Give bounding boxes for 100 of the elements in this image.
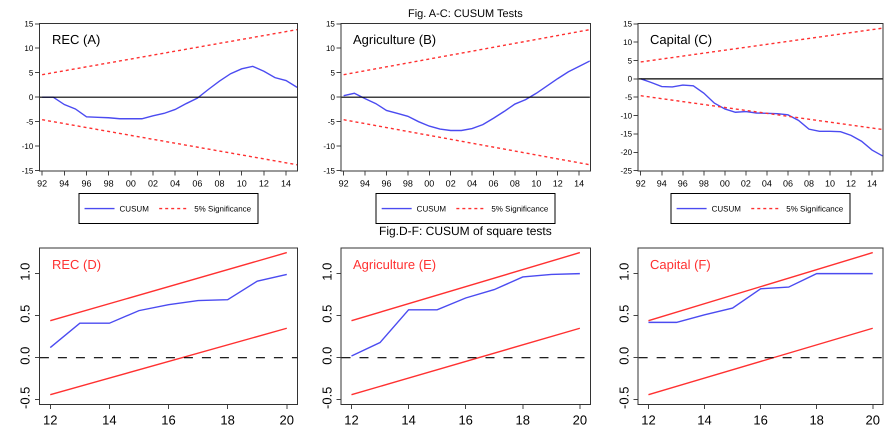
y-tick-label: 0 bbox=[28, 93, 34, 102]
x-tick-label: 96 bbox=[678, 178, 688, 188]
legend-label: CUSUM bbox=[416, 204, 446, 214]
y-tick-label: -15 bbox=[323, 166, 336, 176]
x-tick-label: 92 bbox=[338, 178, 349, 188]
y-tick-label: 15 bbox=[24, 20, 34, 29]
x-tick-label: 06 bbox=[782, 178, 793, 188]
x-tick-label: 92 bbox=[636, 178, 646, 188]
x-tick-label: 12 bbox=[846, 178, 856, 188]
x-tick-label: 14 bbox=[697, 412, 712, 428]
x-tick-label: 92 bbox=[37, 178, 48, 188]
y-tick-label: 0.0 bbox=[18, 346, 33, 365]
y-tick-label: -15 bbox=[620, 130, 633, 139]
annotation: Agriculture (E) bbox=[353, 257, 436, 272]
y-tick-label: 0 bbox=[330, 93, 336, 102]
x-tick-label: 12 bbox=[552, 178, 563, 188]
x-tick-label: 18 bbox=[809, 412, 824, 428]
legend-label: 5% Significance bbox=[491, 204, 549, 214]
legend-label: CUSUM bbox=[120, 204, 150, 214]
line-series bbox=[350, 272, 581, 357]
y-tick-label: 5 bbox=[28, 68, 34, 78]
x-tick-label: 16 bbox=[753, 412, 768, 428]
x-tick-label: 06 bbox=[192, 178, 202, 188]
x-tick-label: 12 bbox=[344, 412, 359, 428]
annotation: Capital (F) bbox=[650, 257, 711, 272]
x-tick-label: 00 bbox=[720, 178, 730, 188]
line-series bbox=[640, 78, 883, 157]
x-tick-label: 94 bbox=[656, 178, 667, 188]
x-tick-label: 12 bbox=[258, 178, 269, 188]
y-tick-label: 15 bbox=[326, 20, 336, 29]
y-tick-label: 0.0 bbox=[319, 346, 334, 365]
y-tick-label: 0.5 bbox=[319, 304, 334, 323]
y-tick-label: 0 bbox=[628, 74, 633, 84]
x-tick-label: 00 bbox=[126, 178, 136, 188]
x-tick-label: 12 bbox=[43, 412, 58, 428]
x-tick-label: 08 bbox=[804, 178, 814, 188]
y-tick-label: -0.5 bbox=[319, 386, 334, 409]
legend-label: 5% Significance bbox=[786, 204, 844, 214]
x-tick-label: 04 bbox=[170, 178, 180, 188]
y-tick-label: 10 bbox=[326, 44, 336, 54]
x-tick-label: 10 bbox=[824, 178, 835, 188]
line-series bbox=[50, 274, 288, 348]
y-tick-label: -10 bbox=[620, 111, 633, 120]
legend-label: 5% Significance bbox=[194, 204, 252, 214]
x-tick-label: 16 bbox=[161, 412, 176, 428]
y-tick-label: 5 bbox=[628, 56, 633, 66]
x-tick-label: 10 bbox=[531, 178, 542, 188]
x-tick-label: 04 bbox=[467, 178, 478, 188]
x-tick-label: 18 bbox=[220, 412, 235, 428]
x-tick-label: 08 bbox=[214, 178, 225, 188]
annotation: Agriculture (B) bbox=[353, 32, 436, 47]
x-tick-label: 04 bbox=[762, 178, 772, 188]
x-tick-label: 96 bbox=[381, 178, 392, 188]
y-tick-label: -0.5 bbox=[616, 386, 632, 409]
y-tick-label: 5 bbox=[330, 68, 336, 78]
x-tick-label: 98 bbox=[698, 178, 709, 188]
y-tick-label: 0.5 bbox=[616, 304, 632, 323]
y-tick-label: 1.0 bbox=[319, 262, 334, 281]
y-tick-label: -5 bbox=[328, 117, 336, 126]
x-tick-label: 14 bbox=[281, 178, 292, 188]
x-tick-label: 16 bbox=[458, 412, 473, 428]
x-tick-label: 06 bbox=[488, 178, 499, 188]
y-tick-label: -10 bbox=[22, 142, 34, 151]
y-tick-label: -5 bbox=[26, 117, 34, 126]
x-tick-label: 02 bbox=[446, 178, 456, 188]
x-tick-label: 10 bbox=[236, 178, 247, 188]
line-series bbox=[342, 60, 590, 132]
line-series bbox=[648, 272, 874, 324]
annotation: REC (D) bbox=[52, 257, 102, 272]
x-tick-label: 02 bbox=[148, 178, 158, 188]
y-tick-label: 0.5 bbox=[18, 304, 33, 323]
x-tick-label: 98 bbox=[104, 178, 114, 188]
x-tick-label: 14 bbox=[102, 412, 117, 428]
x-tick-label: 20 bbox=[572, 412, 588, 428]
y-tick-label: -5 bbox=[624, 93, 633, 102]
x-tick-label: 96 bbox=[81, 178, 92, 188]
y-tick-label: 0.0 bbox=[616, 346, 632, 365]
x-tick-label: 94 bbox=[360, 178, 370, 188]
x-tick-label: 02 bbox=[740, 178, 751, 188]
legend-label: CUSUM bbox=[712, 204, 742, 214]
annotation: REC (A) bbox=[52, 32, 100, 47]
y-tick-label: -0.5 bbox=[18, 386, 33, 409]
x-tick-label: 18 bbox=[516, 412, 530, 428]
chart-title: Fig. A-C: CUSUM Tests bbox=[408, 8, 524, 20]
x-tick-label: 14 bbox=[401, 412, 416, 428]
y-tick-label: 1.0 bbox=[616, 262, 632, 281]
y-tick-label: -15 bbox=[22, 166, 34, 176]
y-tick-label: -25 bbox=[620, 166, 633, 176]
y-tick-label: 15 bbox=[623, 20, 633, 29]
x-tick-label: 08 bbox=[510, 178, 520, 188]
x-tick-label: 98 bbox=[402, 178, 413, 188]
x-tick-label: 14 bbox=[574, 178, 584, 188]
y-tick-label: -20 bbox=[620, 148, 633, 158]
x-tick-label: 12 bbox=[641, 412, 656, 428]
y-tick-label: 10 bbox=[24, 44, 34, 54]
y-tick-label: 10 bbox=[623, 38, 633, 47]
x-tick-label: 00 bbox=[424, 178, 434, 188]
x-tick-label: 14 bbox=[867, 178, 878, 188]
x-tick-label: 94 bbox=[59, 178, 70, 188]
x-tick-label: 20 bbox=[280, 412, 294, 428]
